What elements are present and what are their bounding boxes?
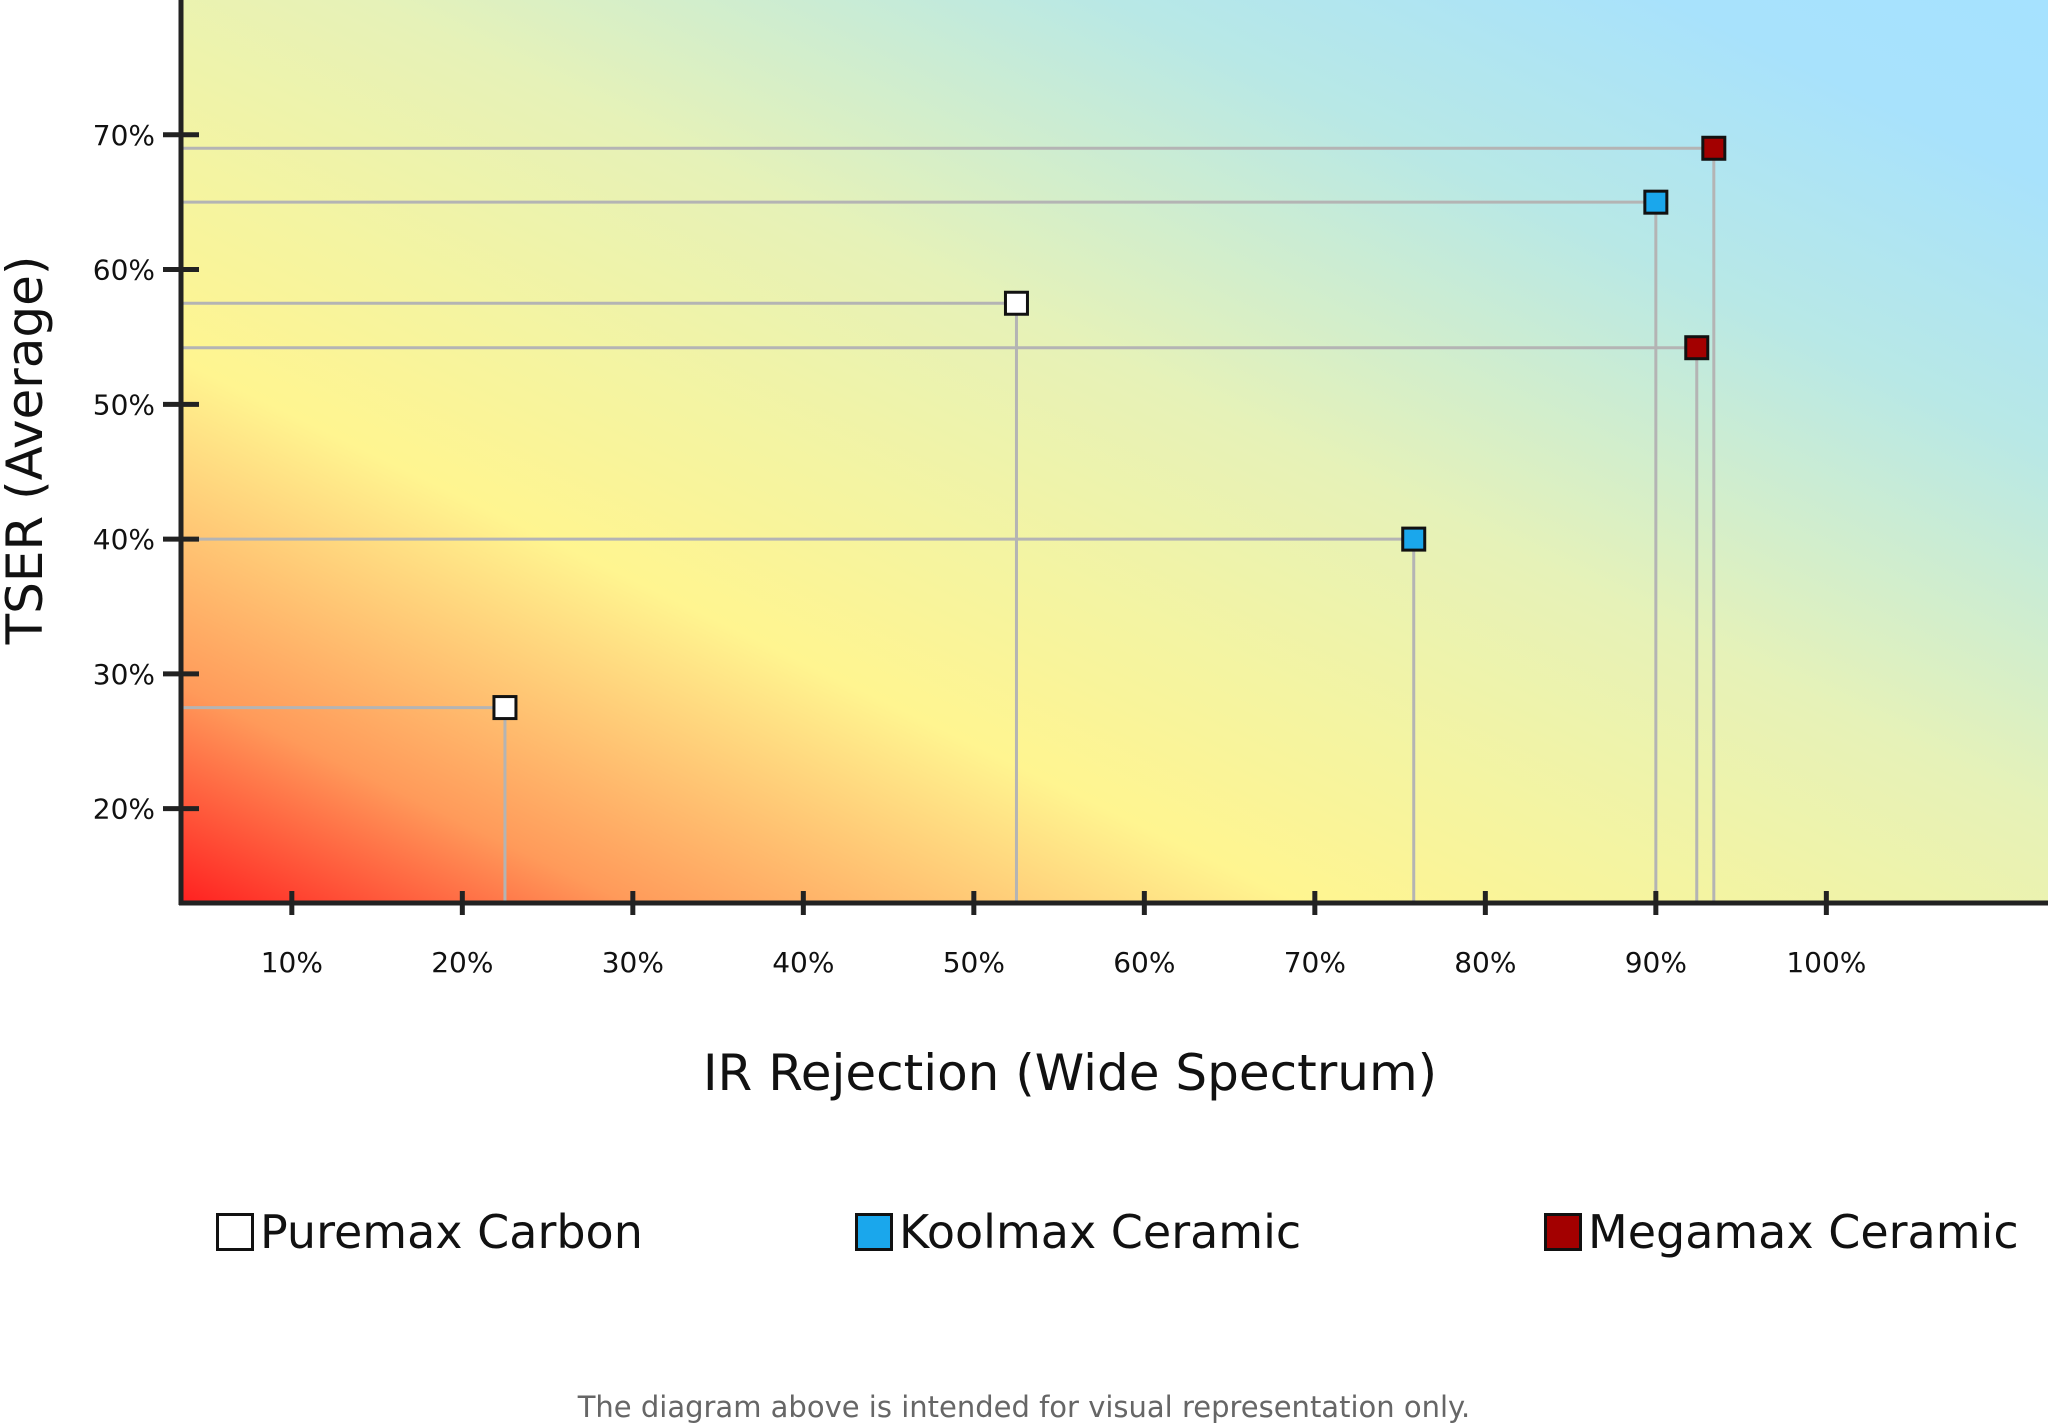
legend-label-koolmax: Koolmax Ceramic	[899, 1205, 1302, 1259]
x-tick-label: 10%	[261, 946, 323, 979]
x-tick-label: 30%	[602, 946, 664, 979]
data-point-koolmax-ceramic	[1401, 526, 1427, 552]
x-tick-label: 60%	[1113, 946, 1175, 979]
y-tick-label: 50%	[93, 388, 155, 421]
scatter-chart: 10% 20% 30% 40% 50% 60% 70% 80% 90% 100% 20% 30% 40%…	[0, 0, 2048, 1102]
legend-item-megamax: Megamax Ceramic	[1544, 1205, 2019, 1259]
plot-background	[181, 0, 2048, 903]
data-point-puremax-carbon	[492, 695, 518, 721]
y-axis-title: TSER (Average)	[0, 256, 54, 646]
legend-item-puremax: Puremax Carbon	[216, 1205, 643, 1259]
x-tick-label: 20%	[431, 946, 493, 979]
data-point-megamax-ceramic	[1684, 335, 1710, 361]
x-tick-label: 40%	[772, 946, 834, 979]
y-tick-label: 40%	[93, 523, 155, 556]
legend: Puremax Carbon Koolmax Ceramic Megamax C…	[0, 1205, 2048, 1275]
legend-label-megamax: Megamax Ceramic	[1588, 1205, 2019, 1259]
y-tick-label: 30%	[93, 658, 155, 691]
x-axis-title: IR Rejection (Wide Spectrum)	[703, 1044, 1437, 1102]
legend-swatch-puremax	[216, 1213, 254, 1251]
y-tick-label: 20%	[93, 793, 155, 826]
data-points	[492, 135, 1727, 721]
data-point-puremax-carbon	[1003, 290, 1029, 316]
legend-item-koolmax: Koolmax Ceramic	[855, 1205, 1301, 1259]
x-tick-label: 80%	[1454, 946, 1516, 979]
y-tick-label: 60%	[93, 254, 155, 287]
x-tick-label: 50%	[943, 946, 1005, 979]
data-point-koolmax-ceramic	[1643, 189, 1669, 215]
legend-swatch-megamax	[1544, 1213, 1582, 1251]
x-tick-label: 70%	[1284, 946, 1346, 979]
guide-lines	[181, 146, 1716, 903]
footnote: The diagram above is intended for visual…	[577, 1390, 1471, 1424]
legend-swatch-koolmax	[855, 1213, 893, 1251]
axes: 10% 20% 30% 40% 50% 60% 70% 80% 90% 100% 20% 30% 40%…	[93, 0, 2048, 979]
data-point-megamax-ceramic	[1701, 135, 1727, 161]
x-tick-label: 100%	[1786, 946, 1866, 979]
legend-label-puremax: Puremax Carbon	[260, 1205, 643, 1259]
y-tick-label: 70%	[93, 119, 155, 152]
x-tick-label: 90%	[1625, 946, 1687, 979]
